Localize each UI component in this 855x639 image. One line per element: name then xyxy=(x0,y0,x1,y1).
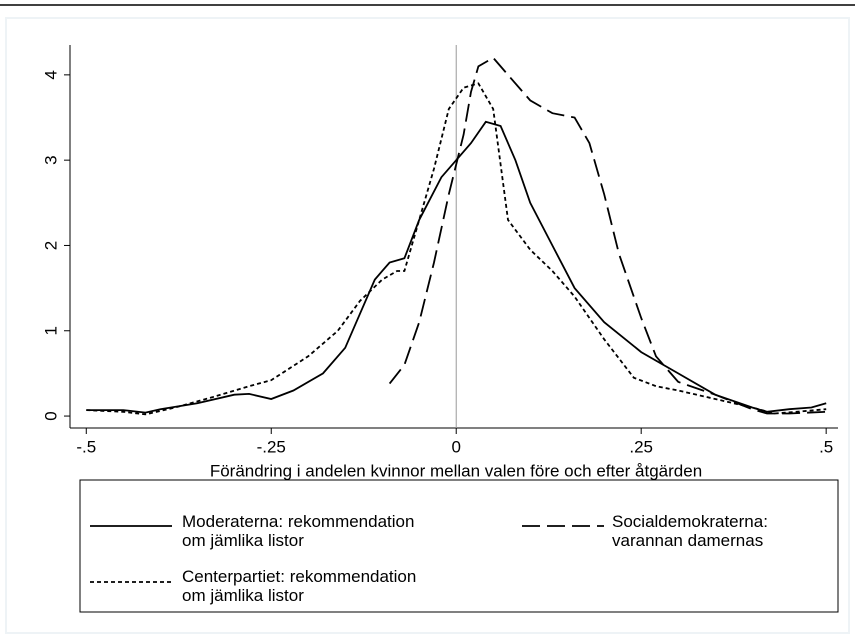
y-tick-label: 0 xyxy=(41,411,60,420)
legend-label: Centerpartiet: rekommendation om jämlika… xyxy=(182,567,417,605)
legend-label: Moderaterna: rekommendation om jämlika l… xyxy=(182,512,415,550)
x-tick-label: -.25 xyxy=(257,437,286,456)
x-tick-label: -.5 xyxy=(76,437,96,456)
x-tick-label: .25 xyxy=(629,437,653,456)
x-axis-label: Förändring i andelen kvinnor mellan vale… xyxy=(210,461,702,480)
legend-box xyxy=(79,479,839,613)
density-line xyxy=(388,56,827,415)
x-tick-label: .5 xyxy=(819,437,833,456)
graph-frame xyxy=(5,17,850,634)
density-line xyxy=(86,120,827,414)
density-line xyxy=(86,82,827,416)
y-tick-label: 3 xyxy=(41,155,60,164)
y-tick-label: 4 xyxy=(41,70,60,79)
legend-label: Socialdemokraterna: varannan damernas xyxy=(612,512,768,550)
x-tick-label: 0 xyxy=(451,437,460,456)
y-tick-label: 1 xyxy=(41,326,60,335)
y-tick-label: 2 xyxy=(41,241,60,250)
